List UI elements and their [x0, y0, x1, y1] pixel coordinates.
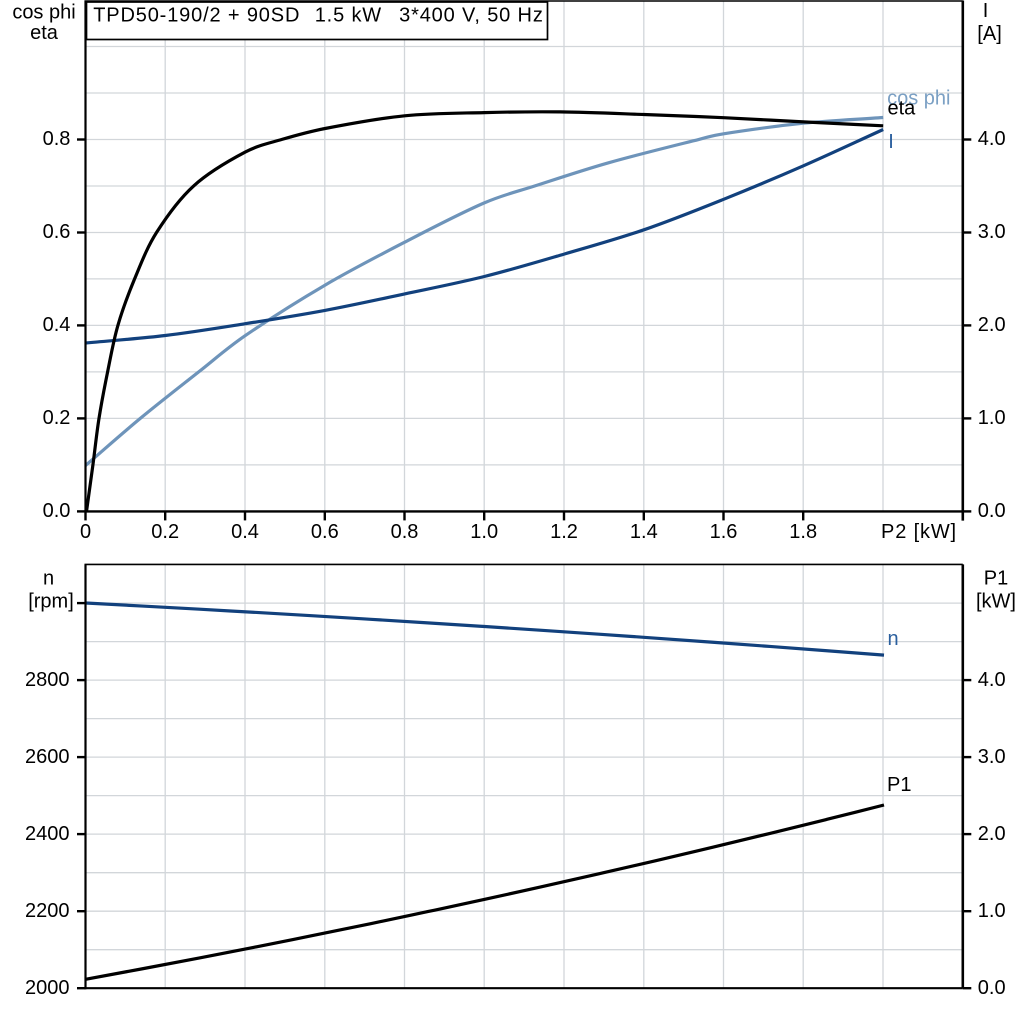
svg-text:cos phi: cos phi — [887, 87, 950, 109]
svg-text:n: n — [43, 567, 54, 589]
svg-text:cos phi: cos phi — [12, 2, 75, 24]
svg-text:1.8: 1.8 — [789, 521, 817, 543]
svg-text:3.0: 3.0 — [978, 221, 1006, 243]
svg-text:0.0: 0.0 — [978, 977, 1006, 999]
svg-text:0.8: 0.8 — [43, 128, 71, 150]
svg-text:0.6: 0.6 — [43, 221, 71, 243]
svg-text:0.8: 0.8 — [391, 521, 419, 543]
svg-text:3*400 V, 50 Hz: 3*400 V, 50 Hz — [399, 5, 544, 27]
svg-text:0.4: 0.4 — [231, 521, 259, 543]
svg-text:2800: 2800 — [25, 669, 70, 691]
svg-text:3.0: 3.0 — [978, 746, 1006, 768]
svg-text:TPD50-190/2 + 90SD: TPD50-190/2 + 90SD — [93, 5, 300, 27]
svg-text:[A]: [A] — [977, 23, 1001, 45]
svg-text:P2 [kW]: P2 [kW] — [881, 521, 957, 543]
svg-text:eta: eta — [30, 22, 59, 44]
svg-text:eta: eta — [888, 97, 917, 119]
svg-text:I: I — [888, 131, 894, 153]
svg-text:0.0: 0.0 — [978, 500, 1006, 522]
svg-text:P1: P1 — [984, 567, 1008, 589]
svg-text:1.0: 1.0 — [470, 521, 498, 543]
svg-text:4.0: 4.0 — [978, 669, 1006, 691]
svg-text:0: 0 — [80, 521, 91, 543]
svg-text:1.0: 1.0 — [978, 900, 1006, 922]
svg-text:0.0: 0.0 — [43, 500, 71, 522]
svg-text:4.0: 4.0 — [978, 128, 1006, 150]
svg-text:P1: P1 — [887, 774, 911, 796]
svg-text:0.2: 0.2 — [43, 407, 71, 429]
svg-text:2.0: 2.0 — [978, 314, 1006, 336]
svg-text:2600: 2600 — [25, 746, 70, 768]
svg-text:1.0: 1.0 — [978, 407, 1006, 429]
svg-text:I: I — [983, 0, 989, 22]
svg-text:2400: 2400 — [25, 823, 70, 845]
svg-text:0.4: 0.4 — [43, 314, 71, 336]
svg-text:[rpm]: [rpm] — [28, 590, 74, 612]
svg-text:0.6: 0.6 — [311, 521, 339, 543]
svg-text:1.6: 1.6 — [710, 521, 738, 543]
svg-text:1.5 kW: 1.5 kW — [315, 5, 382, 27]
svg-text:2.0: 2.0 — [978, 823, 1006, 845]
svg-text:1.4: 1.4 — [630, 521, 658, 543]
svg-text:n: n — [888, 628, 899, 650]
svg-text:2200: 2200 — [25, 900, 70, 922]
svg-text:2000: 2000 — [25, 977, 70, 999]
svg-text:0.2: 0.2 — [151, 521, 179, 543]
svg-text:1.2: 1.2 — [550, 521, 578, 543]
svg-text:[kW]: [kW] — [976, 590, 1016, 612]
